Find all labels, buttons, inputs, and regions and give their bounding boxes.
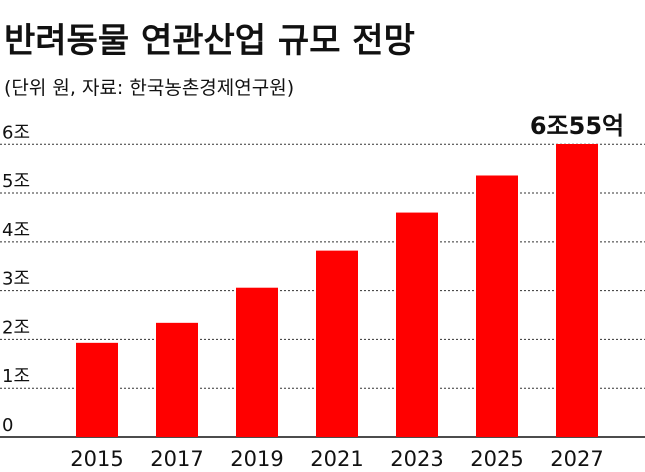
bar	[396, 212, 438, 437]
bar	[476, 175, 518, 438]
x-tick-label: 2023	[390, 447, 443, 471]
bar	[236, 287, 278, 437]
bar	[556, 144, 598, 437]
y-tick-label: 4조	[2, 220, 30, 241]
y-tick-label: 6조	[2, 122, 30, 143]
y-tick-label: 3조	[2, 269, 30, 290]
chart-title: 반려동물 연관산업 규모 전망	[4, 21, 415, 61]
x-tick-label: 2015	[70, 447, 123, 471]
chart-subtitle: (단위 원, 자료: 한국농촌경제연구원)	[4, 77, 294, 99]
x-tick-label: 2017	[150, 447, 203, 471]
value-label: 6조55억	[530, 112, 624, 140]
y-tick-label: 5조	[2, 171, 30, 192]
y-tick-label: 1조	[2, 366, 30, 387]
bar	[316, 250, 358, 437]
x-tick-label: 2027	[550, 447, 603, 471]
bar	[156, 322, 198, 437]
x-tick-label: 2021	[310, 447, 363, 471]
y-tick-label: 2조	[2, 317, 30, 338]
x-tick-label: 2019	[230, 447, 283, 471]
x-tick-label: 2025	[470, 447, 523, 471]
bar	[76, 342, 118, 437]
y-tick-label: 0	[2, 415, 13, 436]
